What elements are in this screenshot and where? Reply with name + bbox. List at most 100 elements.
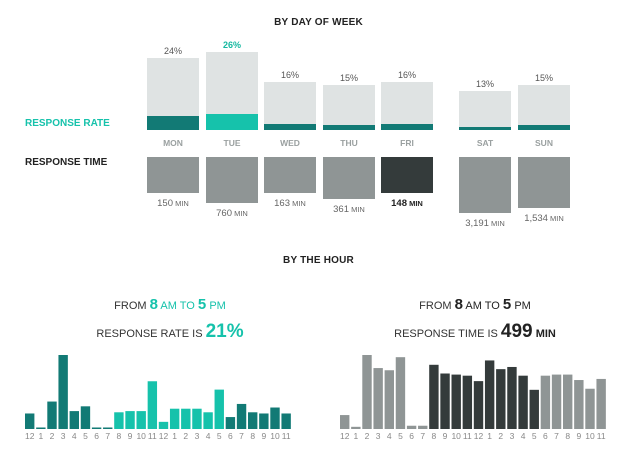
time-unit-tue: MIN <box>232 209 248 219</box>
rate-hour-bar-12 <box>158 421 169 429</box>
right-range-header: FROM 8 AM TO 5 PM <box>335 296 615 313</box>
time-number-thu: 361 <box>333 203 349 215</box>
left-end-hour: 5 <box>197 296 207 313</box>
left-stat-value: 21% <box>205 321 244 342</box>
time-hour-bar-17 <box>529 389 539 429</box>
rate-hour-bar-7 <box>103 427 113 429</box>
rate-bar-bg-wed <box>264 82 316 130</box>
rate-hour-tick-13: 1 <box>172 431 177 441</box>
time-bar-thu <box>323 157 375 199</box>
rate-hour-tick-5: 5 <box>83 431 88 441</box>
left-start-unit: AM TO <box>160 300 195 312</box>
rate-hour-tick-18: 6 <box>228 431 233 441</box>
rate-hour-bar-9 <box>125 411 135 429</box>
day-label-mon: MON <box>163 138 183 148</box>
right-stat-value: 499 <box>500 321 533 342</box>
time-value-wed: 163 MIN <box>264 198 316 209</box>
rate-hour-bar-20 <box>248 412 258 429</box>
rate-hour-tick-10: 10 <box>136 431 146 441</box>
rate-hour-tick-2: 2 <box>50 431 55 441</box>
time-hour-bar-5 <box>395 357 406 429</box>
rate-hour-tick-12: 12 <box>159 431 169 441</box>
rate-hour-tick-1: 1 <box>38 431 43 441</box>
time-hour-bar-4 <box>384 370 394 429</box>
week-section-title: BY DAY OF WEEK <box>274 17 363 28</box>
time-value-sun: 1,534 MIN <box>518 213 570 224</box>
rate-pct-tue: 26% <box>222 40 241 50</box>
left-start-hour: 8 <box>149 296 158 313</box>
time-hour-bar-21 <box>574 380 584 429</box>
time-hour-bar-20 <box>563 374 573 429</box>
rate-hour-tick-15: 3 <box>195 431 200 441</box>
day-label-fri: FRI <box>400 138 414 148</box>
time-hour-tick-3: 3 <box>376 431 381 441</box>
time-value-tue: 760 MIN <box>206 208 258 219</box>
rate-bar-wed <box>264 124 316 130</box>
rate-hour-bar-23 <box>281 413 291 429</box>
time-bar-sun <box>518 157 570 209</box>
rate-hour-tick-11: 11 <box>148 431 157 441</box>
rate-pct-sat: 13% <box>475 79 494 89</box>
time-hour-tick-5: 5 <box>398 431 403 441</box>
time-hour-tick-0: 12 <box>340 431 350 441</box>
rate-pct-fri: 16% <box>397 70 416 80</box>
rate-hour-tick-0: 12 <box>25 431 35 441</box>
rate-hour-bar-21 <box>259 413 269 429</box>
time-hour-tick-22: 10 <box>585 431 595 441</box>
time-number-sat: 3,191 <box>465 218 489 229</box>
day-label-tue: TUE <box>223 138 241 148</box>
time-value-thu: 361 MIN <box>323 204 375 215</box>
rate-hour-bar-15 <box>192 408 202 429</box>
time-number-fri: 148 <box>391 197 407 209</box>
time-number-wed: 163 <box>274 198 290 210</box>
right-end-unit: PM <box>514 300 531 312</box>
time-unit-sat: MIN <box>488 219 505 228</box>
time-hour-tick-13: 1 <box>487 431 492 441</box>
right-stat-unit: MIN <box>535 328 556 340</box>
rate-hour-bar-0 <box>25 413 35 429</box>
rate-hour-tick-19: 7 <box>239 431 244 441</box>
time-hour-tick-10: 10 <box>451 431 461 441</box>
rate-pct-wed: 16% <box>280 70 299 80</box>
time-value-fri: 148 MIN <box>381 198 433 209</box>
time-hour-bar-2 <box>362 355 372 429</box>
time-unit-mon: MIN <box>173 198 189 208</box>
rate-bar-thu <box>323 125 375 130</box>
rate-hour-tick-6: 6 <box>94 431 99 441</box>
time-unit-wed: MIN <box>290 199 306 209</box>
left-range-header: FROM 8 AM TO 5 PM <box>25 296 315 313</box>
rate-bar-bg-sun <box>518 85 570 130</box>
rate-bar-bg-fri <box>381 82 433 130</box>
rate-hour-bar-13 <box>169 408 180 429</box>
rate-hour-tick-8: 8 <box>117 431 122 441</box>
response-rate-label: RESPONSE RATE <box>25 118 110 129</box>
time-unit-fri: MIN <box>407 198 423 208</box>
right-from: FROM <box>419 300 452 312</box>
response-time-label: RESPONSE TIME <box>25 157 108 168</box>
rate-hour-bar-11 <box>147 381 158 429</box>
hour-section-title: BY THE HOUR <box>283 255 354 266</box>
time-hour-tick-15: 3 <box>510 431 515 441</box>
time-unit-thu: MIN <box>349 204 365 214</box>
rate-pct-mon: 24% <box>163 46 182 56</box>
rate-hour-bar-16 <box>203 412 213 429</box>
rate-hour-bar-1 <box>36 427 46 429</box>
time-hour-tick-14: 2 <box>498 431 503 441</box>
time-bar-sat <box>459 157 511 213</box>
time-bar-tue <box>206 157 258 204</box>
right-stat-line: RESPONSE TIME IS 499 MIN <box>335 321 615 343</box>
rate-hour-bar-8 <box>114 412 124 429</box>
rate-hour-bar-18 <box>225 417 236 429</box>
time-hour-tick-12: 12 <box>474 431 484 441</box>
rate-hour-tick-4: 4 <box>72 431 77 441</box>
time-bar-mon <box>147 157 199 193</box>
time-hour-tick-6: 6 <box>409 431 414 441</box>
time-hour-tick-2: 2 <box>365 431 370 441</box>
time-hour-bar-8 <box>429 364 439 429</box>
hourly-response-rate-chart: 12 1 2 3 4 5 6 7 8 9 10 11 12 1 2 3 4 5 6 7 8 9 10 11 <box>25 355 291 441</box>
rate-hour-bar-22 <box>270 407 280 429</box>
time-hour-tick-17: 5 <box>532 431 537 441</box>
time-hour-tick-23: 11 <box>597 431 606 441</box>
time-hour-tick-8: 8 <box>432 431 437 441</box>
rate-hour-tick-23: 11 <box>282 431 291 441</box>
